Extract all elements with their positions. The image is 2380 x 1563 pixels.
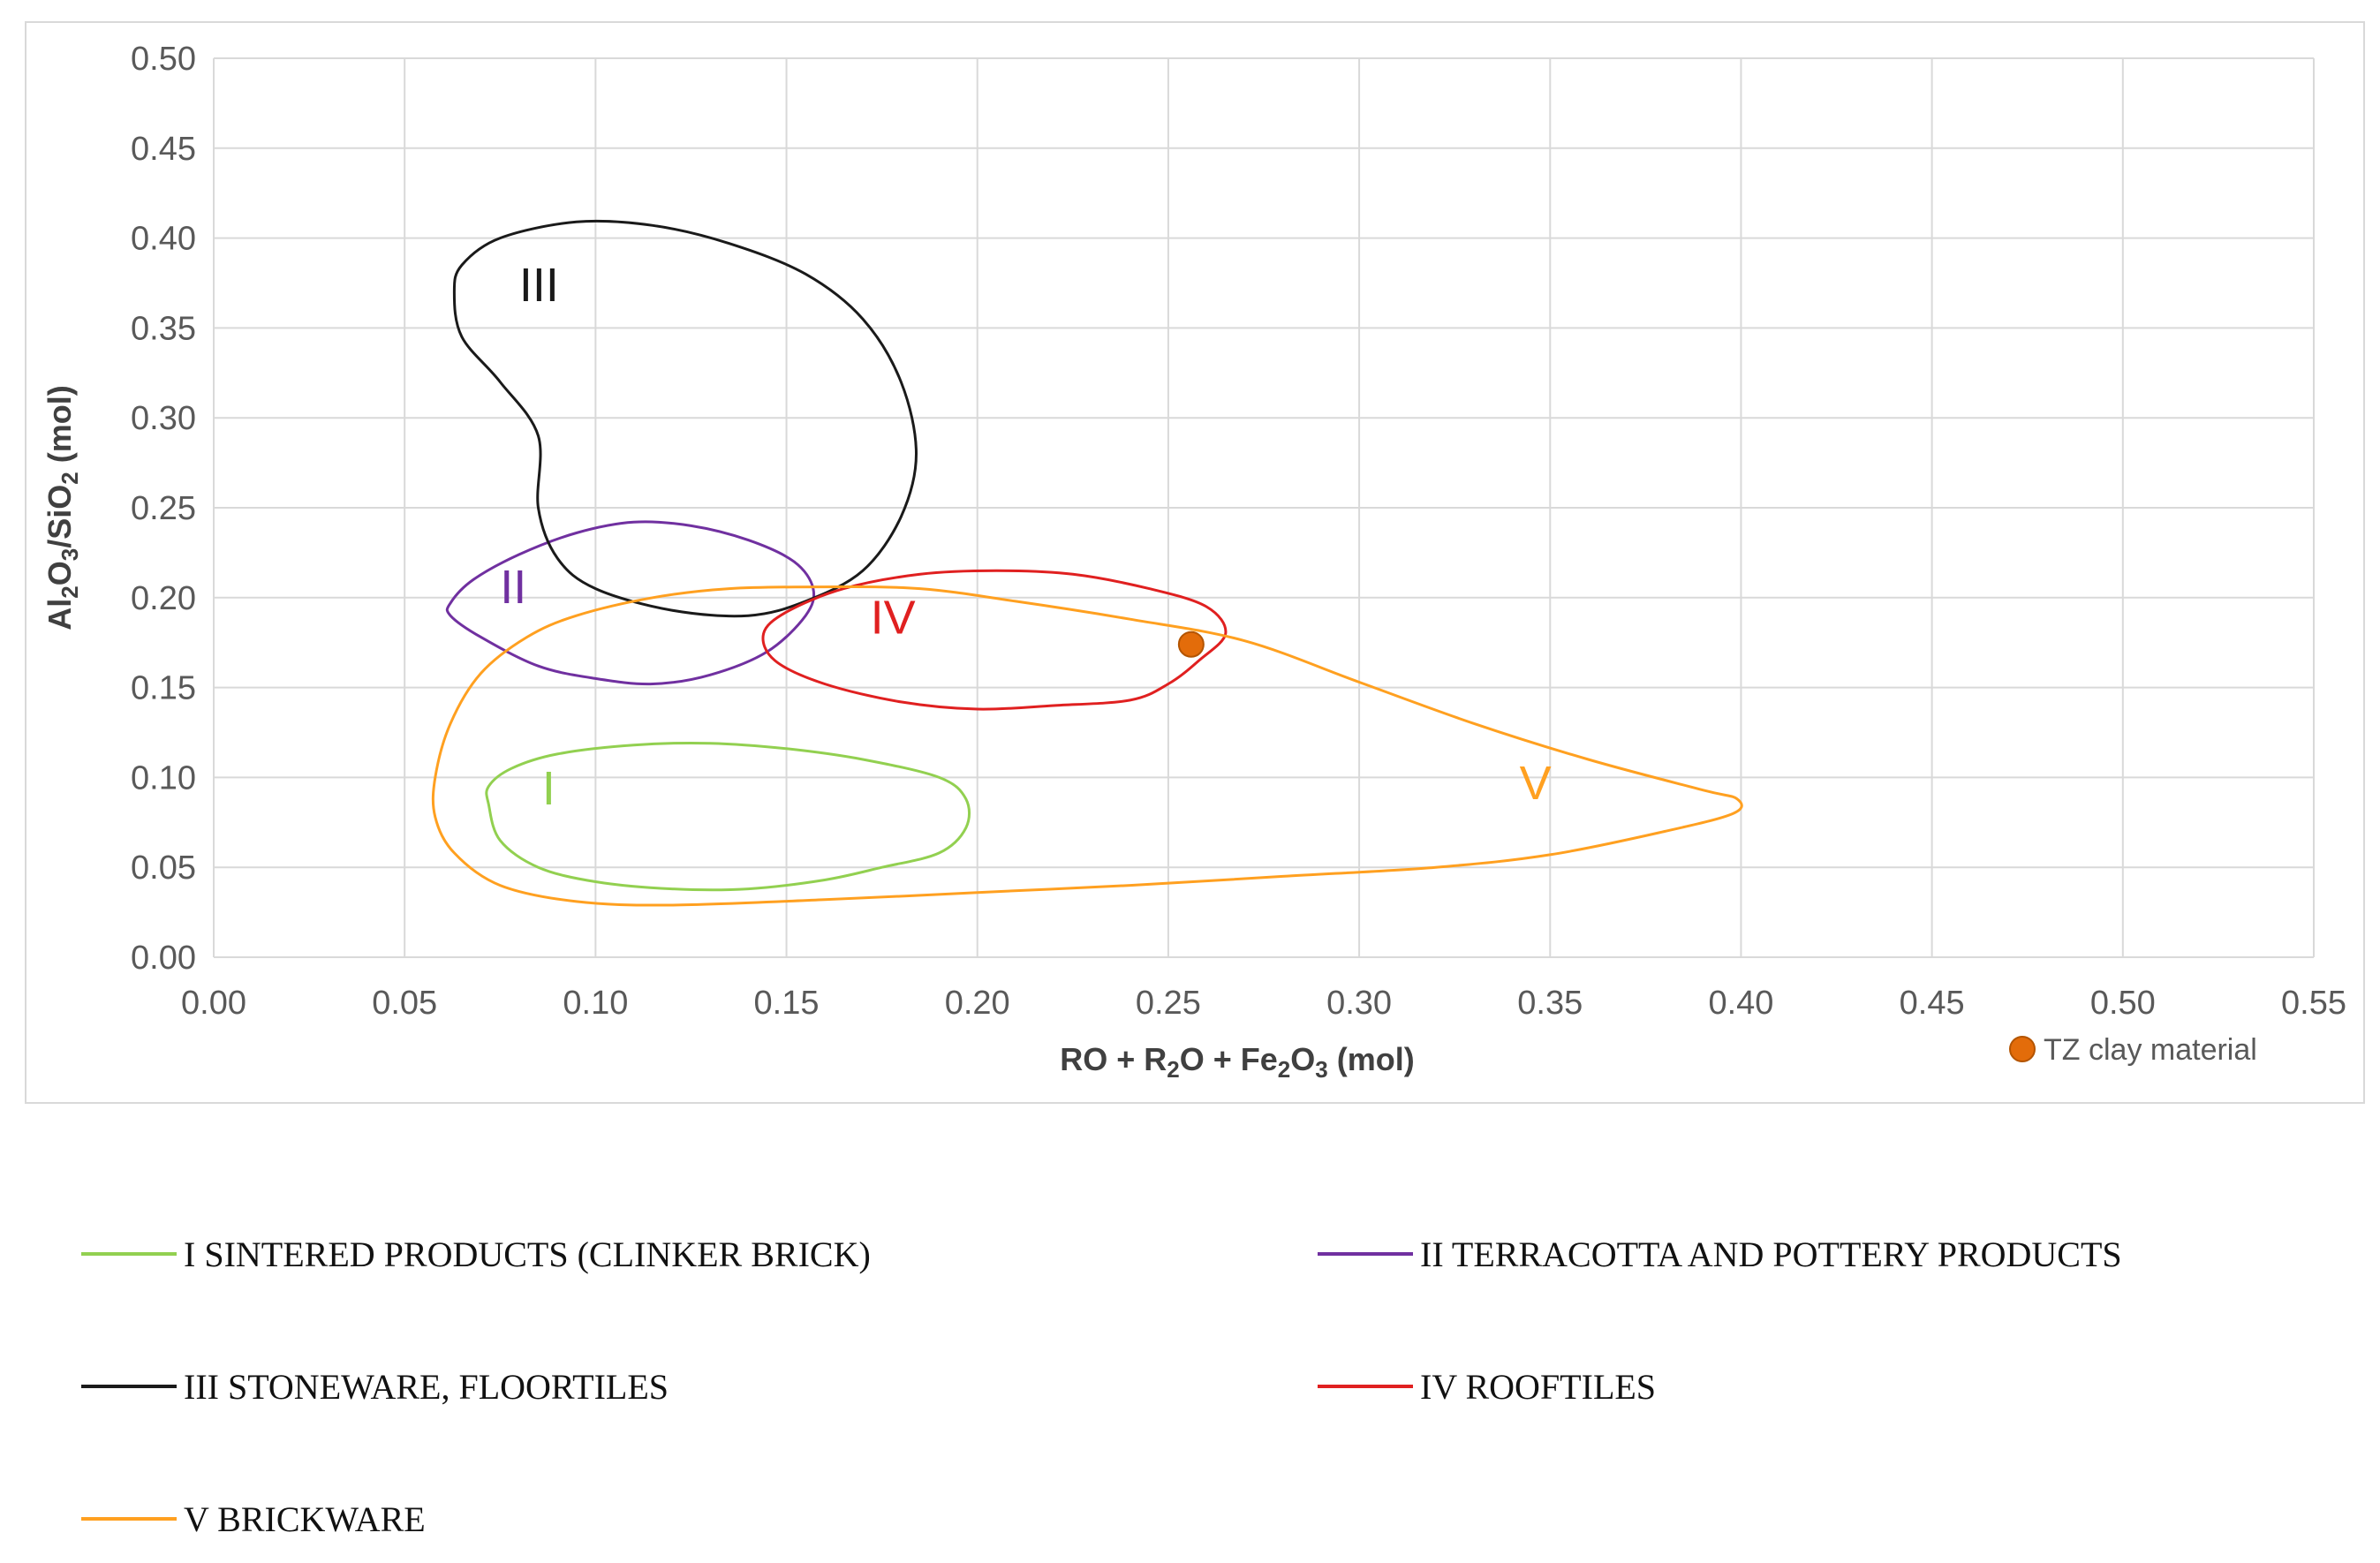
region-label-I: I [542, 762, 555, 815]
y-tick-label: 0.25 [131, 490, 196, 527]
region-label-V: V [1520, 757, 1552, 810]
x-axis-title: RO + R2O + Fe2O3 (mol) [1060, 1041, 1414, 1083]
legend-label-2: II TERRACOTTA AND POTTERY PRODUCTS [1420, 1234, 2122, 1274]
x-tick-label: 0.45 [1900, 985, 1965, 1022]
region-label-IV: IV [871, 592, 916, 645]
y-tick-label: 0.30 [131, 400, 196, 437]
x-tick-label: 0.55 [2281, 985, 2346, 1022]
region-outline-II [445, 520, 816, 686]
y-tick-label: 0.35 [131, 310, 196, 347]
x-tick-label: 0.50 [2090, 985, 2156, 1022]
x-tick-label: 0.35 [1517, 985, 1583, 1022]
region-outline-I [485, 741, 971, 892]
y-tick-label: 0.05 [131, 849, 196, 887]
legend-label-4: IV ROOFTILES [1420, 1366, 1657, 1407]
legend-swatch-2 [1318, 1252, 1413, 1256]
point-legend-label: TZ clay material [2044, 1033, 2257, 1067]
y-tick-label: 0.00 [131, 940, 196, 977]
legend-swatch-1 [81, 1252, 177, 1256]
y-axis-title: Al2O3/SiO2 (mol) [42, 385, 83, 630]
legend-label-5: V BRICKWARE [184, 1499, 426, 1539]
y-tick-label: 0.45 [131, 131, 196, 168]
x-tick-label: 0.15 [754, 985, 820, 1022]
legend-swatch-3 [81, 1385, 177, 1388]
region-label-III: III [519, 259, 559, 312]
region-outline-III [452, 219, 918, 618]
x-tick-label: 0.20 [945, 985, 1010, 1022]
tz-clay-point [1177, 630, 1205, 658]
chart-area: 0.00 0.05 0.10 0.15 0.20 0.25 0.30 0.35 0.40 0.45… [25, 21, 2365, 1104]
y-tick-label: 0.10 [131, 759, 196, 797]
legend-item-2: II TERRACOTTA AND POTTERY PRODUCTS [1318, 1234, 2122, 1274]
x-tick-label: 0.25 [1136, 985, 1201, 1022]
y-tick-label: 0.40 [131, 221, 196, 258]
legend-swatch-4 [1318, 1385, 1413, 1388]
legend-label-3: III STONEWARE, FLOORTILES [184, 1366, 669, 1407]
legend-item-1: I SINTERED PRODUCTS (CLINKER BRICK) [81, 1234, 871, 1274]
plot-svg: 0.00 0.05 0.10 0.15 0.20 0.25 0.30 0.35 0.40 0.45… [42, 41, 2346, 1083]
region-label-II: II [500, 561, 526, 614]
region-outline-V [431, 585, 1743, 907]
legend-label-1: I SINTERED PRODUCTS (CLINKER BRICK) [184, 1234, 871, 1274]
legend-item-3: III STONEWARE, FLOORTILES [81, 1367, 669, 1407]
y-tick-label: 0.20 [131, 580, 196, 617]
x-tick-label: 0.05 [372, 985, 437, 1022]
x-tick-label: 0.40 [1708, 985, 1773, 1022]
region-outline-IV [761, 569, 1228, 711]
legend-item-4: IV ROOFTILES [1318, 1367, 1656, 1407]
x-tick-label: 0.00 [181, 985, 246, 1022]
point-legend-marker [2009, 1036, 2036, 1062]
x-tick-label: 0.30 [1326, 985, 1392, 1022]
y-tick-label: 0.50 [131, 41, 196, 78]
legend-item-5: V BRICKWARE [81, 1499, 426, 1539]
x-tick-label: 0.10 [563, 985, 628, 1022]
legend-swatch-5 [81, 1517, 177, 1521]
y-tick-label: 0.15 [131, 670, 196, 707]
